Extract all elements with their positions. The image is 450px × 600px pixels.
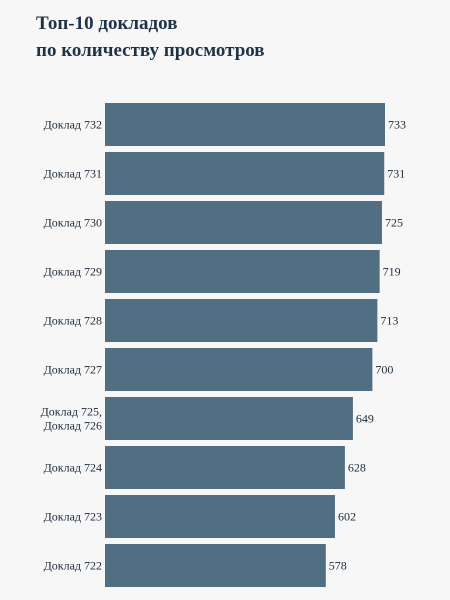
bar-0 — [105, 103, 385, 146]
category-label-6-1: Доклад 726 — [44, 419, 102, 433]
category-label-0: Доклад 732 — [44, 118, 102, 132]
data-label-2: 725 — [385, 216, 403, 230]
category-label-9: Доклад 722 — [44, 559, 102, 573]
data-label-6: 649 — [356, 412, 374, 426]
chart-title-line-2: по количеству просмотров — [36, 40, 265, 61]
data-label-4: 713 — [380, 314, 398, 328]
bar-3 — [105, 250, 380, 293]
bar-5 — [105, 348, 373, 391]
bar-4 — [105, 299, 378, 342]
data-label-1: 731 — [387, 167, 405, 181]
category-label-5: Доклад 727 — [44, 363, 102, 377]
chart-title-line-1: Топ-10 докладов — [36, 13, 178, 34]
category-label-1: Доклад 731 — [44, 167, 102, 181]
bar-8 — [105, 495, 335, 538]
category-label-6-0: Доклад 725, — [41, 405, 102, 419]
bar-7 — [105, 446, 345, 489]
category-label-8: Доклад 723 — [44, 510, 102, 524]
bar-1 — [105, 152, 385, 195]
bar-2 — [105, 201, 382, 244]
chart-title: Топ-10 докладов по количеству просмотров — [36, 10, 265, 64]
data-label-5: 700 — [375, 363, 393, 377]
category-label-7: Доклад 724 — [44, 461, 102, 475]
category-label-2: Доклад 730 — [44, 216, 102, 230]
category-label-3: Доклад 729 — [44, 265, 102, 279]
bar-9 — [105, 544, 326, 587]
data-label-0: 733 — [388, 118, 406, 132]
data-label-9: 578 — [329, 559, 347, 573]
data-label-7: 628 — [348, 461, 366, 475]
category-label-4: Доклад 728 — [44, 314, 102, 328]
data-label-3: 719 — [383, 265, 401, 279]
bar-6 — [105, 397, 353, 440]
data-label-8: 602 — [338, 510, 356, 524]
